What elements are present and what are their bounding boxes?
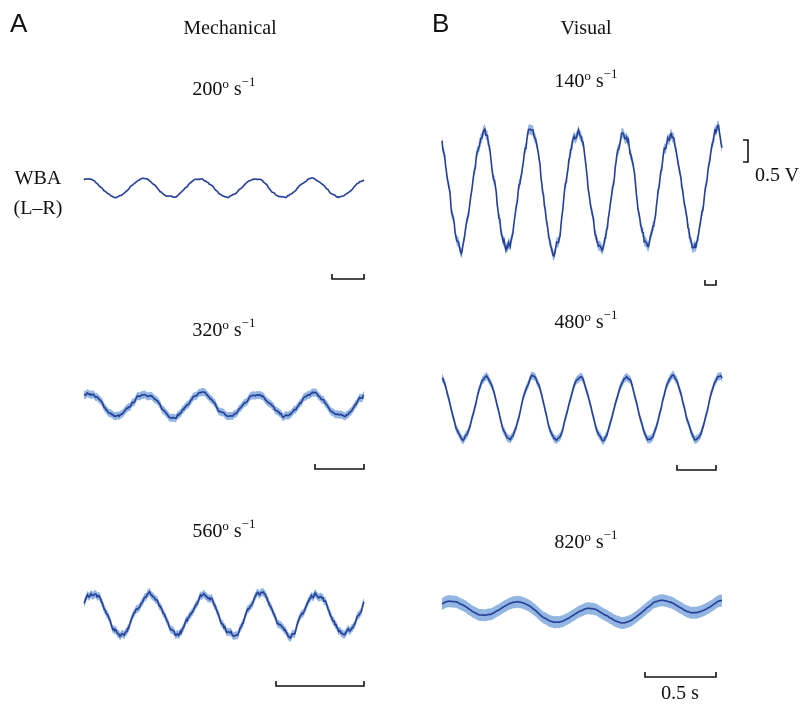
trace-line xyxy=(83,391,365,420)
trace-band xyxy=(84,587,364,642)
trace-line xyxy=(83,177,365,199)
time-scalebar-label: 0.5 s xyxy=(661,682,699,704)
time-scalebar xyxy=(314,464,365,470)
chart-title: 820o s−1 xyxy=(554,527,617,553)
trace-band xyxy=(84,388,364,423)
panel-b-heading: Visual xyxy=(560,17,611,39)
chart-title: 200o s−1 xyxy=(192,74,255,100)
trace-line xyxy=(441,124,723,258)
voltage-scalebar xyxy=(743,139,749,163)
chart-b-820: 820o s−1 xyxy=(441,527,723,678)
ylabel-line1: WBA xyxy=(15,167,62,189)
voltage-scalebar-label: 0.5 V xyxy=(755,164,800,186)
time-scalebar xyxy=(676,465,717,471)
chart-b-140: 140o s−1 xyxy=(441,66,723,286)
panel-a-heading: Mechanical xyxy=(183,17,277,39)
time-scalebar xyxy=(275,681,365,687)
chart-b-480: 480o s−1 xyxy=(441,307,723,471)
trace-line xyxy=(441,599,723,624)
chart-title: 480o s−1 xyxy=(554,307,617,333)
chart-a-560: 560o s−1 xyxy=(83,516,365,687)
ylabel-line2: (L–R) xyxy=(14,197,63,219)
trace-band xyxy=(442,371,722,445)
chart-title: 140o s−1 xyxy=(554,66,617,92)
time-scalebar xyxy=(644,672,717,678)
trace-line xyxy=(83,590,365,640)
trace-line xyxy=(441,374,723,442)
panel-a-letter: A xyxy=(10,8,28,38)
chart-title: 560o s−1 xyxy=(192,516,255,542)
chart-title: 320o s−1 xyxy=(192,315,255,341)
trace-band xyxy=(442,594,722,629)
panel-b-letter: B xyxy=(432,8,449,38)
time-scalebar xyxy=(704,280,717,286)
time-scalebar xyxy=(331,274,365,280)
chart-a-320: 320o s−1 xyxy=(83,315,365,470)
chart-a-200: 200o s−1 xyxy=(83,74,365,280)
